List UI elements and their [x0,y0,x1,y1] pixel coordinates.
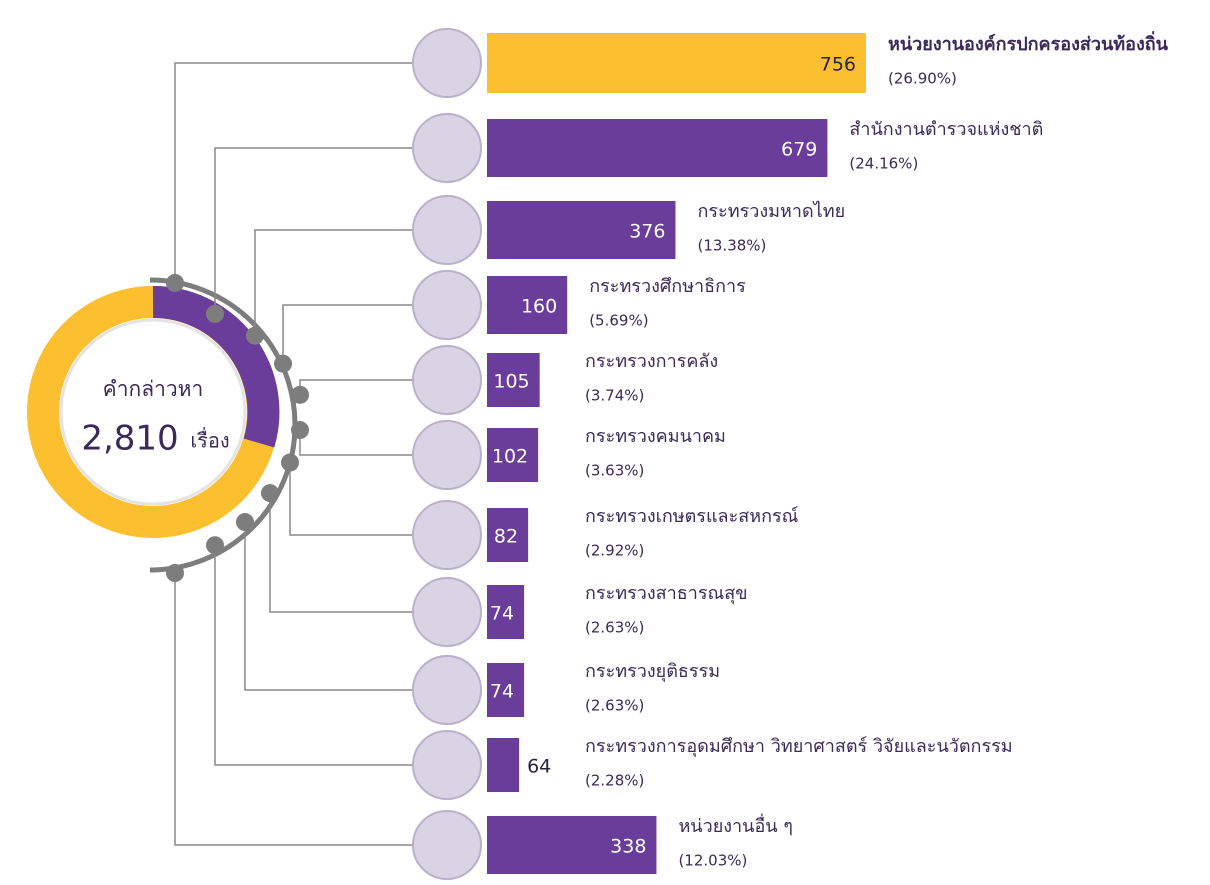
connector [269,493,420,613]
bar [487,816,657,874]
logo [412,270,482,340]
connector [254,229,420,336]
value-label: 160 [521,296,557,318]
logo [412,730,482,800]
bar [487,508,529,562]
share-label: (12.03%) [678,852,747,870]
share-label: (13.38%) [697,237,766,255]
total: 2,810 [81,419,178,459]
logo [412,655,482,725]
bar [487,201,676,259]
connector [174,573,420,846]
category-label: กระทรวงคมนาคม [585,426,726,447]
connector [289,462,420,536]
bar [487,276,568,334]
value-label: 64 [527,756,551,778]
bar [487,33,866,93]
share-label: (2.63%) [585,619,644,637]
connector-dot [166,274,184,292]
category-label: กระทรวงเกษตรและสหกรณ์ [585,506,798,527]
connector-dot [261,484,279,503]
total-unit: เรื่อง [190,427,229,453]
category-label: กระทรวงมหาดไทย [697,200,845,222]
value-label: 74 [490,603,514,625]
connector-dot [206,304,224,323]
connector-dot [206,536,224,555]
connector-dot [291,421,309,440]
share-label: (5.69%) [589,312,648,330]
value-label: 82 [494,526,518,548]
category-label: กระทรวงศึกษาธิการ [589,276,746,297]
value-label: 679 [781,139,817,161]
value-label: 74 [490,681,514,703]
bar [487,585,525,639]
share-label: (3.63%) [585,462,644,480]
center-label: คำกล่าวหา [103,377,204,401]
category-label: หน่วยงานอื่น ๆ [678,813,793,837]
donut-hole [59,318,247,506]
logo [412,420,482,490]
share-label: (3.74%) [585,387,644,405]
value-label: 376 [629,221,665,243]
connector [282,304,420,364]
category-label: สำนักงานตำรวจแห่งชาติ [849,119,1043,140]
value-label: 756 [820,54,856,76]
value-label: 338 [610,836,646,858]
logo [412,195,482,265]
connector [174,62,420,283]
logo [412,345,482,415]
share-label: (24.16%) [849,155,918,173]
category-label: กระทรวงการอุดมศึกษา วิทยาศาสตร์ วิจัยและ… [585,736,1013,757]
connector [214,147,420,314]
category-label: กระทรวงการคลัง [585,351,718,372]
category-label: กระทรวงยุติธรรม [585,661,720,682]
connector-dot [274,354,292,373]
connector-dot [246,326,264,345]
category-label: กระทรวงสาธารณสุข [585,583,748,604]
category-label: หน่วยงานองค์กรปกครองส่วนท้องถิ่น [888,31,1169,55]
value-label: 105 [493,371,529,393]
bar [487,663,525,717]
logo [412,28,482,98]
logo [412,113,482,183]
bar [487,353,540,407]
share-label: (2.92%) [585,542,644,560]
connector [244,522,420,691]
bar [487,428,539,482]
connector-dot [236,513,254,532]
connector-dot [166,564,184,582]
bar [487,119,828,177]
share-label: (26.90%) [888,70,957,88]
connector [214,545,420,766]
connector-dot [281,453,299,472]
logo [412,810,482,880]
donut-segment [152,285,280,448]
logo [412,577,482,647]
share-label: (2.28%) [585,772,644,790]
bar [487,738,520,792]
logo [412,500,482,570]
connector-dot [291,385,309,404]
value-label: 102 [492,446,528,468]
share-label: (2.63%) [585,697,644,715]
